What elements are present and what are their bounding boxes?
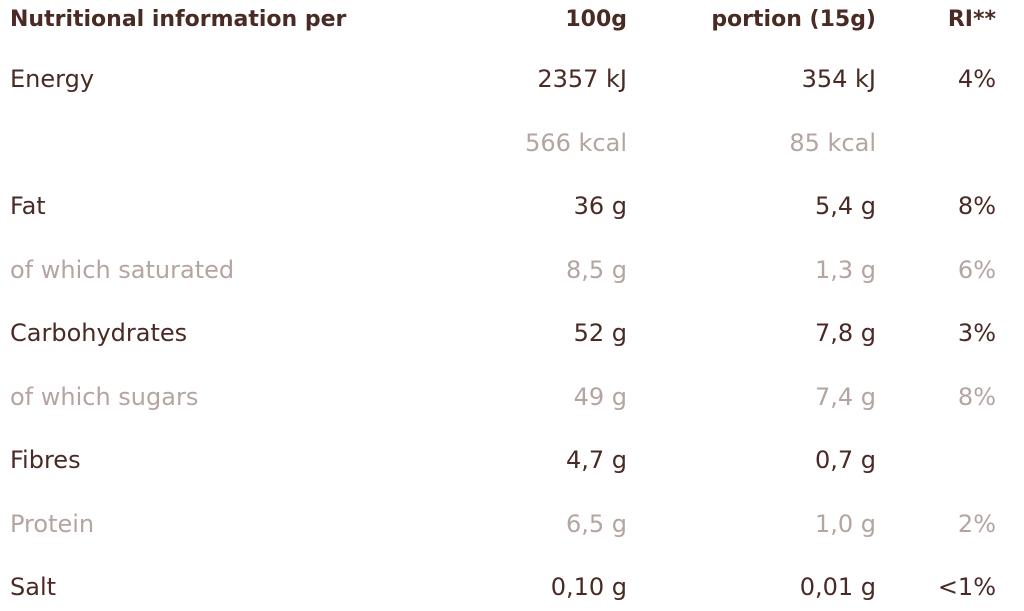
header-row-label: Nutritional information per: [10, 7, 347, 32]
ri-value: 8%: [957, 382, 996, 411]
header-portion-value: portion (15g): [711, 7, 876, 32]
row-label: of which saturated: [10, 255, 235, 284]
per-100g-value: 4,7 g: [565, 446, 627, 474]
portion-value: 354 kJ: [801, 65, 876, 93]
per-100g-value: 49 g: [573, 382, 627, 411]
per-100g-value: 36 g: [573, 192, 627, 220]
per-100g-value: 52 g: [573, 319, 627, 347]
header-ri-value: RI**: [947, 7, 996, 32]
portion-value: 7,4 g: [814, 382, 876, 411]
portion-value: 5,4 g: [814, 192, 876, 220]
per-100g-value: 0,10 g: [550, 573, 627, 601]
header-per-100g-value: 100g: [565, 7, 627, 32]
per-100g-value: 2357 kJ: [537, 65, 627, 93]
ri-value: 3%: [957, 319, 996, 347]
portion-value: 7,8 g: [814, 319, 876, 347]
row-label: Fibres: [10, 446, 81, 474]
row-label: Carbohydrates: [10, 319, 188, 347]
portion-value: 0,01 g: [799, 573, 876, 601]
row-label: Salt: [10, 573, 57, 601]
per-100g-value: 566 kcal: [525, 128, 627, 157]
ri-value: <1%: [937, 573, 996, 601]
portion-value: 1,0 g: [814, 509, 876, 538]
ri-value: 4%: [957, 65, 996, 93]
per-100g-value: 8,5 g: [565, 255, 627, 284]
row-label: Energy: [10, 65, 95, 93]
row-label: of which sugars: [10, 382, 199, 411]
portion-value: 1,3 g: [814, 255, 876, 284]
row-label: Fat: [10, 192, 46, 220]
portion-value: 85 kcal: [789, 128, 876, 157]
portion-value: 0,7 g: [814, 446, 876, 474]
ri-value: 8%: [957, 192, 996, 220]
per-100g-value: 6,5 g: [565, 509, 627, 538]
row-label: Protein: [10, 509, 95, 538]
ri-value: 6%: [957, 255, 996, 284]
ri-value: 2%: [957, 509, 996, 538]
